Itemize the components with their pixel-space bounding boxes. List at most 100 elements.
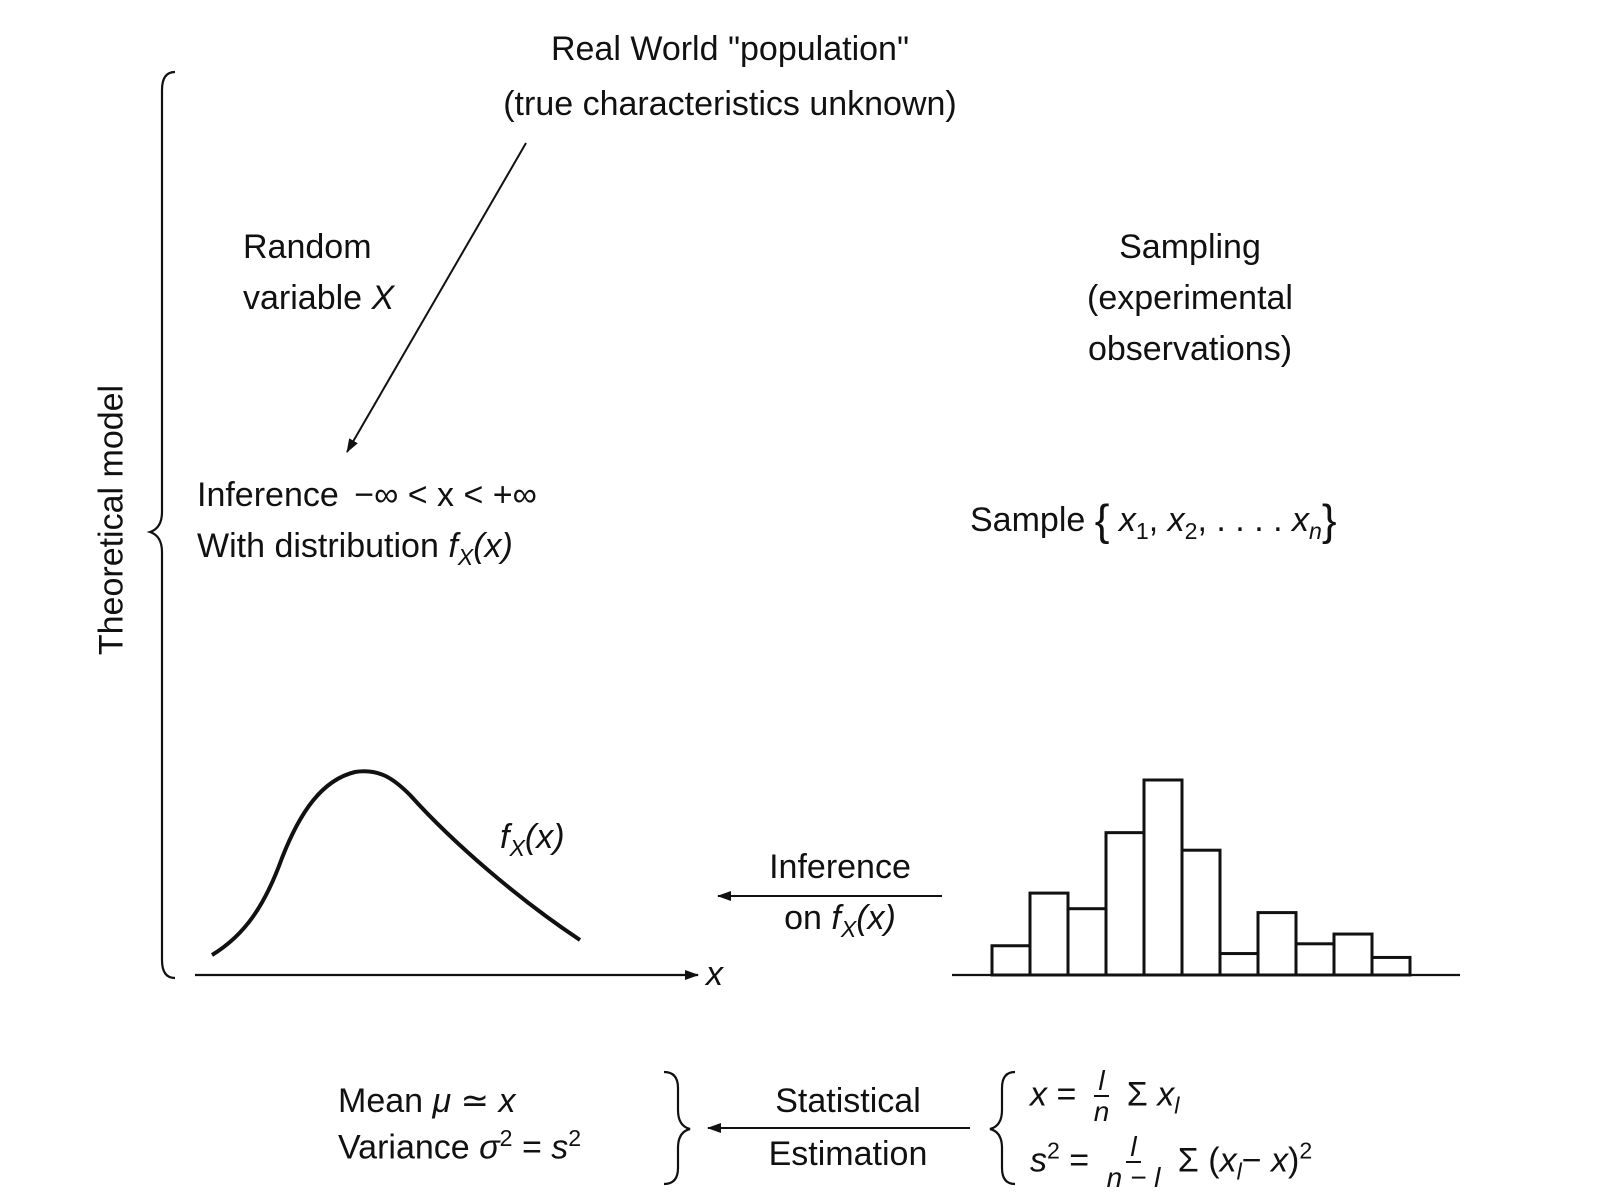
sampling-line2: (experimental — [1087, 279, 1293, 318]
histogram-bar — [1180, 848, 1222, 977]
variance-formula-den: n − l — [1106, 1162, 1161, 1194]
mean-formula-lhs: x — [1030, 1075, 1047, 1114]
variance-formula-eq: = — [1059, 1141, 1099, 1180]
variance-formula-x: x — [1219, 1141, 1237, 1180]
inference-on-line1: Inference — [769, 848, 911, 886]
variance-value: s — [551, 1128, 569, 1167]
statistical-estimation-line2: Estimation — [768, 1135, 928, 1174]
results-block: Mean μ ≃ x Variance σ2 = s2 — [338, 1082, 581, 1168]
variance-formula-minus: − — [1241, 1141, 1272, 1180]
random-variable-text: variable — [243, 279, 372, 318]
sample-sep1: , — [1148, 501, 1168, 539]
curve-label: fX(x) — [500, 818, 565, 862]
random-variable-label: Random variable X — [243, 228, 394, 318]
mean-formula-sum-sub: l — [1174, 1092, 1180, 1119]
distribution-arg: (x) — [473, 527, 513, 565]
histogram-bar — [1066, 907, 1108, 977]
sampling-line1: Sampling — [1119, 228, 1261, 266]
histogram — [990, 778, 1412, 977]
population-title: Real World "population" (true characteri… — [480, 30, 980, 124]
distribution-label: With distribution fX(x) — [197, 527, 513, 571]
variance-symbol: σ — [479, 1128, 500, 1167]
inference-range: Inference −∞ < x < +∞ — [197, 476, 537, 515]
theoretical-model-brace — [146, 70, 176, 980]
curve-label-arg: (x) — [524, 818, 565, 856]
sample-x1: x — [1118, 501, 1136, 539]
inference-on-text: on — [784, 899, 832, 938]
inference-range-label: Inference — [197, 476, 339, 514]
mean-formula-den: n — [1093, 1096, 1110, 1128]
variance-formula-lhs-exp: 2 — [1047, 1137, 1060, 1164]
statistical-estimation-line1: Statistical — [775, 1082, 921, 1120]
mean-value: x — [498, 1082, 516, 1120]
variance-formula-lhs: s — [1030, 1141, 1047, 1180]
population-line1: Real World "population" — [550, 30, 910, 68]
results-brace — [663, 1070, 691, 1186]
inference-on-f: f — [831, 899, 841, 938]
sample-set: Sample { x1, x2, . . . . xn} — [970, 496, 1337, 547]
curve-label-f: f — [500, 818, 510, 856]
sample-xn: x — [1291, 501, 1309, 539]
sample-open-brace: { — [1094, 496, 1110, 545]
sample-dots: , . . . . — [1197, 501, 1292, 539]
formulas-brace — [989, 1070, 1016, 1186]
distribution-text: With distribution — [197, 527, 449, 565]
curve-label-sub: X — [509, 835, 525, 862]
sample-x2: x — [1167, 501, 1185, 539]
mean-relation: ≃ — [451, 1082, 499, 1120]
variance-formula-close: ) — [1288, 1141, 1300, 1180]
sampling-line3: observations) — [1087, 330, 1293, 369]
sample-close-brace: } — [1321, 496, 1337, 545]
sampling-label: Sampling (experimental observations) — [1040, 228, 1340, 369]
population-line2: (true characteristics unknown) — [503, 85, 957, 124]
random-variable-symbol: X — [371, 279, 395, 318]
histogram-bar — [1294, 942, 1336, 977]
mean-formula-sum-var: x — [1157, 1075, 1175, 1114]
distribution-f: f — [448, 527, 458, 565]
variance-label: Variance — [338, 1128, 480, 1167]
sample-x1-sub: 1 — [1135, 518, 1149, 545]
statistical-estimation-label: Statistical Estimation — [738, 1082, 958, 1174]
distribution-sub: X — [457, 544, 474, 571]
variance-formula-sum: Σ ( — [1177, 1141, 1220, 1180]
axis-label: x — [706, 955, 723, 993]
inference-range-value: −∞ < x < +∞ — [354, 476, 537, 514]
mean-line: Mean μ ≃ x — [338, 1082, 581, 1121]
theoretical-model-label: Theoretical model — [92, 384, 131, 656]
histogram-bar — [1142, 778, 1184, 977]
population-to-inference-arrow — [346, 142, 527, 453]
variance-formula-exp: 2 — [1299, 1137, 1313, 1164]
variance-formula-xbar: x — [1271, 1141, 1289, 1180]
histogram-bar — [1218, 952, 1260, 977]
mean-formula-num: l — [1094, 1066, 1109, 1098]
histogram-bar — [1028, 891, 1070, 977]
mean-label: Mean — [338, 1082, 433, 1120]
mean-symbol: μ — [432, 1082, 452, 1120]
random-variable-line1: Random — [243, 228, 372, 266]
histogram-bar — [1104, 831, 1146, 977]
sample-label: Sample — [970, 501, 1086, 539]
density-curve — [210, 769, 582, 957]
inference-on-label: Inference on fX(x) — [730, 848, 950, 943]
histogram-bar — [1256, 911, 1298, 977]
inference-on-sub: X — [840, 916, 857, 943]
sample-xn-sub: n — [1308, 518, 1322, 545]
variance-line: Variance σ2 = s2 — [338, 1125, 581, 1168]
histogram-bar — [990, 944, 1032, 977]
mean-formula-sum: Σ — [1126, 1075, 1158, 1114]
sample-x2-sub: 2 — [1184, 518, 1198, 545]
histogram-bar — [1332, 932, 1374, 977]
variance-symbol-exp: 2 — [499, 1125, 513, 1152]
histogram-bar — [1370, 955, 1412, 977]
variance-value-exp: 2 — [568, 1125, 582, 1152]
variance-formula-num: l — [1126, 1132, 1141, 1164]
inference-on-arg: (x) — [856, 899, 896, 938]
variance-formula-x-sub: l — [1236, 1158, 1242, 1185]
variance-relation: = — [512, 1128, 552, 1167]
